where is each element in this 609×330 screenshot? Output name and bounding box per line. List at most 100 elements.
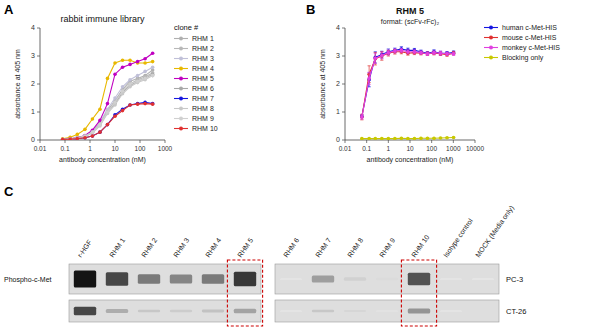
band [376,310,398,311]
point [393,49,397,53]
plot-area [360,47,455,140]
point [113,114,117,118]
x-tick [366,140,367,143]
error-bar [387,50,390,56]
series [61,100,155,140]
y-tick [37,112,40,113]
series [61,72,155,140]
legend-marker [489,46,493,50]
error-bar [419,51,422,54]
lane-label: RHM 1 [108,237,126,259]
band [202,274,224,284]
band [234,272,256,287]
series-line [63,76,153,140]
point [106,102,110,106]
point [400,137,404,140]
band [106,272,128,285]
x-tick [410,140,411,143]
x-axis-line [40,140,165,141]
error-bar [439,51,442,55]
point [121,85,125,89]
legend-marker [489,56,493,60]
x-tick-label: 0.01 [339,145,352,152]
x-tick [388,140,389,143]
error-bar [426,52,429,55]
point [419,137,423,140]
lane-label: RHM 6 [282,237,300,259]
x-tick-label: 100 [426,145,437,152]
point [143,70,147,74]
x-axis-label: antibody concentration (nM) [367,156,454,164]
x-tick-label: 1000 [446,145,461,152]
point [426,137,430,140]
legend-marker [179,67,183,71]
y-tick-label: 2 [336,80,340,87]
error-bar [445,52,448,55]
band [408,308,430,313]
point [406,137,410,140]
point [143,77,147,81]
error-bar [393,48,396,52]
lane-label: RHM 9 [378,237,396,259]
series [360,48,455,119]
point [445,136,449,140]
x-tick [475,140,476,143]
point [91,134,95,138]
point [128,63,132,67]
error-bar [452,52,455,55]
x-tick-label: 10 [406,145,414,152]
point [419,51,423,55]
point [61,138,65,140]
series [61,65,155,140]
y-tick-label: 0 [336,136,340,143]
series-line [63,53,153,139]
y-tick [37,84,40,85]
y-tick [342,112,345,113]
y-axis-label: Phospho-c-Met [4,276,52,284]
point [91,131,95,135]
point [360,137,364,140]
blot-background [275,264,499,294]
legend-entry: RHM 4 [192,65,214,72]
point [106,123,110,127]
point [61,138,65,140]
legend-entry: Blocking only [502,54,544,62]
point [151,51,155,55]
band [280,278,302,280]
series-line [63,74,153,139]
point [432,51,436,55]
point [83,136,87,140]
series [61,74,155,140]
point [106,77,110,81]
band [312,310,334,313]
point [413,50,417,54]
error-bar [413,51,416,55]
point [387,51,391,55]
error-bar [452,52,455,55]
x-axis-label: antibody concentration (nM) [59,156,146,164]
legend-marker [179,47,183,51]
point [68,137,72,140]
band [202,310,224,313]
error-bar [406,50,409,54]
error-bar [387,50,390,55]
point [75,137,79,140]
series [61,74,155,140]
point [75,136,79,140]
error-bar [445,52,448,55]
series-line [63,76,153,140]
lane-label: RHM 4 [204,237,222,259]
point [393,50,397,54]
point [151,74,155,78]
point [419,51,423,55]
point [452,52,456,56]
point [380,54,384,58]
point [98,123,102,127]
error-bar [426,52,429,55]
point [426,51,430,55]
point [439,136,443,140]
band [74,270,96,287]
band [138,274,160,284]
point [61,138,65,140]
x-tick [165,140,166,143]
